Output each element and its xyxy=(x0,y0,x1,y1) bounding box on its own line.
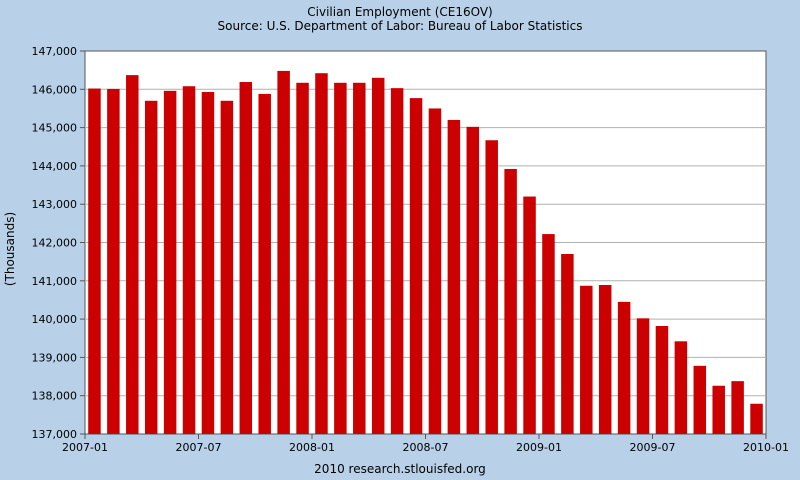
bar xyxy=(390,88,404,434)
bar xyxy=(466,126,480,435)
bar xyxy=(674,341,688,434)
y-tick-label: 143,000 xyxy=(32,198,78,211)
y-tick-label: 146,000 xyxy=(32,83,78,96)
bar xyxy=(220,100,234,434)
bar xyxy=(485,140,498,434)
x-axis: 2007-01 2007-07 2008-01 2008-07 2009-01 2009-… xyxy=(62,434,789,454)
bar xyxy=(617,301,631,434)
bars xyxy=(88,70,763,435)
bar xyxy=(163,90,177,434)
bar xyxy=(580,285,593,434)
y-tick-label: 139,000 xyxy=(32,351,78,364)
bar xyxy=(561,253,574,434)
bar xyxy=(126,75,139,434)
x-tick-label: 2009-07 xyxy=(630,441,676,454)
bar xyxy=(182,86,196,435)
bar xyxy=(201,91,215,434)
bar xyxy=(523,196,536,434)
bar xyxy=(731,381,744,434)
x-tick-label: 2008-07 xyxy=(403,441,449,454)
bar xyxy=(315,73,328,435)
x-tick-label: 2009-01 xyxy=(516,441,562,454)
bar xyxy=(353,82,366,434)
bar xyxy=(598,285,612,434)
bar xyxy=(712,385,725,434)
chart-title: Civilian Employment (CE16OV) xyxy=(307,5,493,19)
bar xyxy=(750,403,763,434)
y-tick-label: 140,000 xyxy=(32,313,78,326)
x-tick-label: 2008-01 xyxy=(289,441,335,454)
x-tick-label: 2007-01 xyxy=(62,441,108,454)
bar xyxy=(144,100,158,434)
y-tick-label: 144,000 xyxy=(32,160,78,173)
bar xyxy=(636,318,650,434)
bar xyxy=(88,88,101,434)
bar xyxy=(107,88,120,435)
bar xyxy=(239,82,253,434)
y-tick-label: 145,000 xyxy=(32,122,78,135)
bar xyxy=(504,168,517,435)
bar xyxy=(334,82,347,434)
bar xyxy=(655,325,669,434)
bar xyxy=(447,119,461,434)
bar xyxy=(296,82,309,434)
y-tick-label: 147,000 xyxy=(32,45,78,58)
bar xyxy=(409,98,423,434)
bar xyxy=(277,70,290,434)
y-tick-label: 137,000 xyxy=(32,428,78,441)
y-tick-label: 142,000 xyxy=(32,237,78,250)
grid-lines xyxy=(85,88,766,397)
x-tick-label: 2010-01 xyxy=(743,441,789,454)
bar xyxy=(258,93,271,435)
y-tick-label: 141,000 xyxy=(32,275,78,288)
y-tick-label: 138,000 xyxy=(32,390,78,403)
bar xyxy=(693,365,707,434)
y-axis-label: (Thousands) xyxy=(3,212,17,286)
bar xyxy=(542,234,555,434)
x-tick-label: 2007-07 xyxy=(176,441,222,454)
bar xyxy=(428,108,442,434)
chart-subtitle: Source: U.S. Department of Labor: Bureau… xyxy=(218,19,583,33)
y-axis: 137,000 138,000 139,000 140,000 141,000 142,0… xyxy=(32,45,85,441)
bar xyxy=(371,77,385,434)
chart-footer: 2010 research.stlouisfed.org xyxy=(314,462,486,476)
